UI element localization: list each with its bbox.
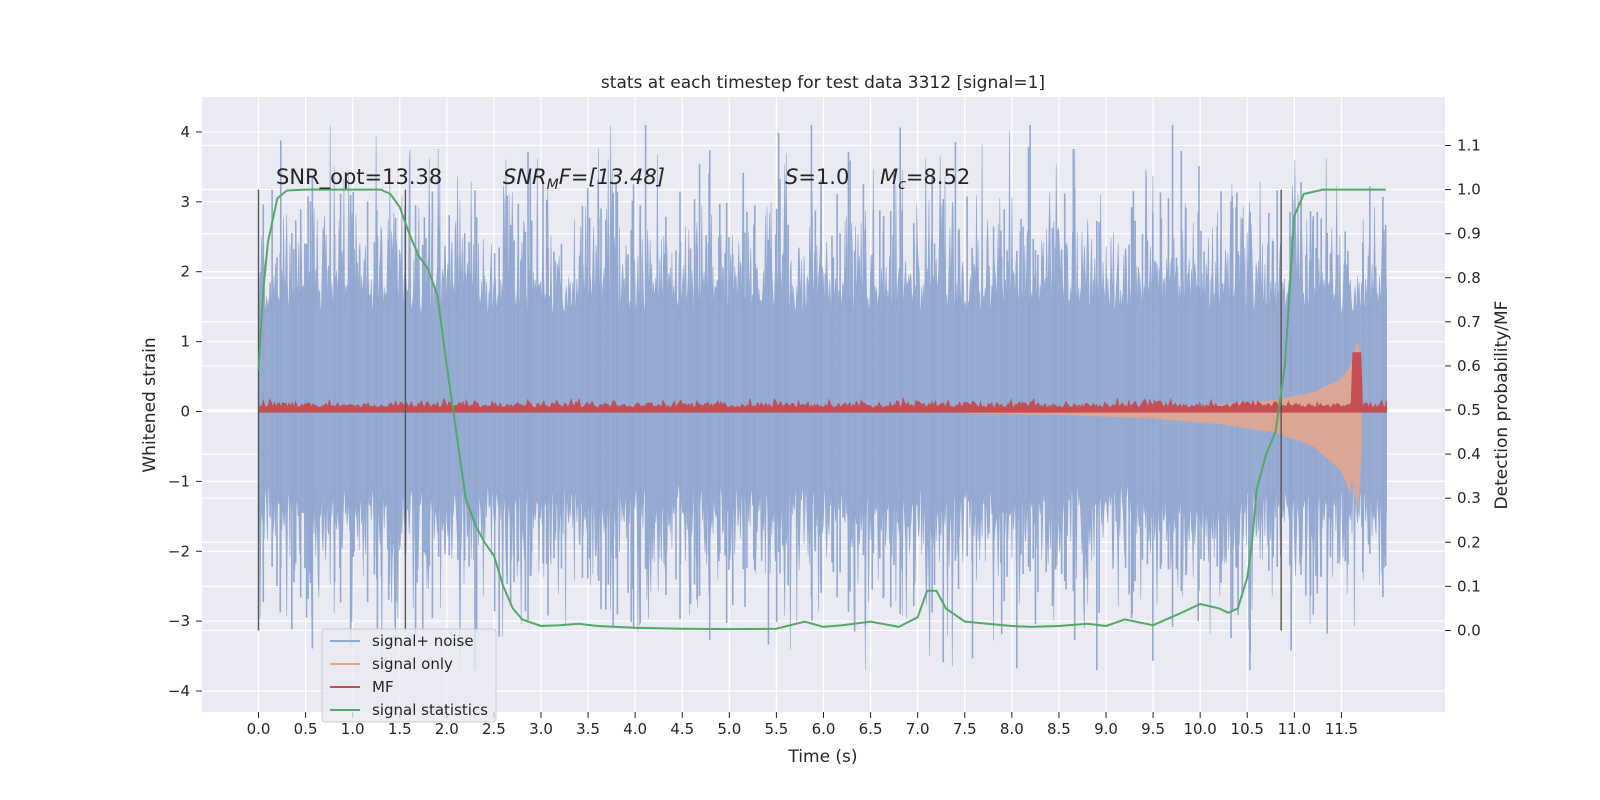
x-tick-label: 3.5 [576, 720, 600, 738]
mc-prefix: M [880, 165, 898, 189]
x-tick-label: 8.0 [1000, 720, 1024, 738]
y-tick-label-left: 2 [180, 263, 190, 281]
x-tick-label: 11.0 [1278, 720, 1311, 738]
y-tick-label-right: 1.0 [1457, 181, 1481, 199]
x-axis-label: Time (s) [787, 747, 857, 767]
legend: signal+ noise signal only MF signal statist… [321, 628, 497, 723]
chart-title: stats at each timestep for test data 331… [601, 73, 1045, 93]
mc-suffix: =8.52 [906, 165, 970, 189]
x-tick-label: 6.5 [859, 720, 883, 738]
x-tick-label: 8.5 [1047, 720, 1071, 738]
x-tick-label: 9.5 [1141, 720, 1165, 738]
series-mf [258, 352, 1387, 413]
annotation-mc: Mc=8.52 [880, 165, 970, 193]
x-tick-label: 9.0 [1094, 720, 1118, 738]
x-tick-label: 0.5 [294, 720, 318, 738]
x-tick-label: 2.0 [435, 720, 459, 738]
y-tick-label-right: 0.8 [1457, 269, 1481, 287]
y-tick-label-right: 0.4 [1457, 445, 1481, 463]
annotation-snr-mf: SNRMF=[13.48] [503, 165, 665, 193]
legend-frame [321, 628, 497, 723]
s-prefix: S [785, 165, 798, 189]
y-tick-label-right: 1.1 [1457, 136, 1481, 154]
snr-mf-sub: M [547, 177, 559, 193]
x-tick-label: 2.5 [482, 720, 506, 738]
x-tick-label: 1.5 [388, 720, 412, 738]
y-tick-label-right: 0.3 [1457, 489, 1481, 507]
y-tick-label-right: 0.5 [1457, 401, 1481, 419]
legend-label: MF [372, 678, 394, 696]
mf-band [258, 352, 1387, 413]
y-tick-label-right: 0.6 [1457, 357, 1481, 375]
legend-label: signal statistics [372, 701, 488, 719]
x-tick-label: 11.5 [1325, 720, 1358, 738]
x-tick-label: 7.0 [906, 720, 930, 738]
right-axis-ticks: 1.1 1.0 0.9 0.8 0.7 0.6 0.5 0.4 0.3 0.2 0.1 0.0 [1445, 136, 1481, 639]
y-tick-label-right: 0.0 [1457, 621, 1481, 639]
x-tick-label: 3.0 [529, 720, 553, 738]
x-tick-label: 6.0 [812, 720, 836, 738]
mc-sub: c [898, 177, 906, 193]
y-tick-label-left: −3 [168, 612, 190, 630]
snr-mf-suffix-f: F=[13.48] [559, 165, 665, 189]
y-tick-label-left: −2 [168, 542, 190, 560]
y-tick-label-right: 0.1 [1457, 577, 1481, 595]
series-signal-noise [258, 124, 1387, 671]
annotation-snr-opt: SNR_opt=13.38 [276, 165, 442, 190]
x-tick-label: 10.0 [1183, 720, 1216, 738]
x-tick-label: 7.5 [953, 720, 977, 738]
left-axis-ticks: 4 3 2 1 0 −1 −2 −3 −4 [168, 123, 202, 700]
y-tick-label-left: −4 [168, 682, 190, 700]
legend-label: signal+ noise [372, 632, 474, 650]
x-tick-label: 4.5 [670, 720, 694, 738]
y-tick-label-left: 0 [180, 402, 190, 420]
snr-mf-prefix: SNR [503, 165, 547, 189]
x-tick-label: 1.0 [341, 720, 365, 738]
signal-only-envelope [964, 339, 1363, 511]
series-signal-statistics [257, 188, 1386, 631]
s-suffix: =1.0 [798, 165, 849, 189]
vertical-markers [257, 189, 1282, 631]
y-tick-label-left: −1 [168, 472, 190, 490]
y-tick-label-left: 1 [180, 333, 190, 351]
x-tick-label: 5.5 [764, 720, 788, 738]
legend-label: signal only [372, 655, 453, 673]
x-tick-label: 10.5 [1231, 720, 1264, 738]
x-tick-label: 0.0 [247, 720, 271, 738]
series-signal-only [964, 339, 1363, 511]
signal-statistics-line [257, 188, 1386, 631]
y-tick-label-right: 0.2 [1457, 533, 1481, 551]
y-axis-label-right: Detection probability/MF [1492, 301, 1512, 510]
y-tick-label-left: 4 [180, 123, 190, 141]
y-axis-label-left: Whitened strain [140, 337, 160, 472]
y-tick-label-left: 3 [180, 193, 190, 211]
x-axis-ticks: 0.0 0.5 1.0 1.5 2.0 2.5 3.0 3.5 4.0 4.5 5.0 5.5 6.0 6… [247, 712, 1358, 738]
y-tick-label-right: 0.9 [1457, 225, 1481, 243]
x-tick-label: 4.0 [623, 720, 647, 738]
y-tick-label-right: 0.7 [1457, 313, 1481, 331]
annotation-s: S=1.0 [785, 165, 849, 189]
x-tick-label: 5.0 [717, 720, 741, 738]
